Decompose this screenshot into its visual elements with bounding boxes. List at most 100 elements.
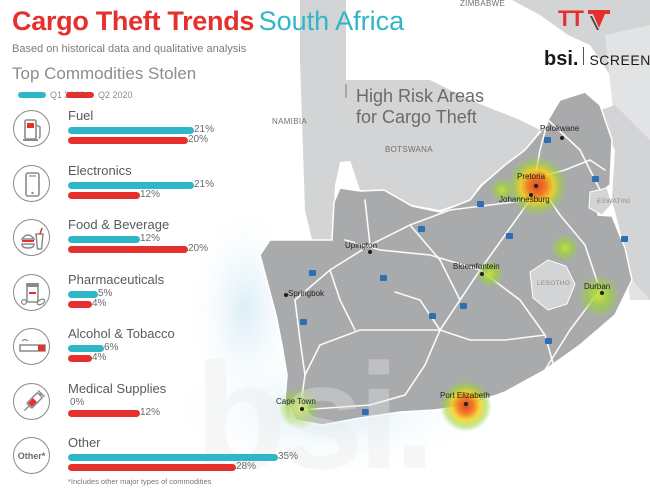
category-label: Food & Beverage — [68, 217, 170, 232]
city-dot-cape-town — [300, 407, 304, 411]
country-label-namibia: NAMIBIA — [272, 117, 307, 126]
hotspot-rustenburg — [490, 178, 514, 202]
title-region: South Africa — [258, 6, 405, 36]
smartphone-icon — [13, 164, 50, 202]
city-dot-upington — [368, 250, 372, 254]
botswana-area — [346, 80, 540, 210]
category-label: Medical Supplies — [68, 380, 167, 396]
value-label-q2: 4% — [92, 297, 107, 309]
east-border-area — [540, 105, 650, 300]
city-dot-port-elizabeth — [464, 402, 468, 406]
namibia-area — [300, 0, 360, 240]
chart-title: Top Commodities Stolen — [12, 64, 197, 83]
hotspot-bloemfontein — [476, 260, 504, 288]
bar-q1 — [68, 345, 104, 352]
bar-q2 — [68, 464, 236, 471]
country-label-zimbabwe: ZIMBABWE — [460, 0, 506, 8]
bar-q2 — [68, 355, 92, 362]
city-dot-polokwane — [560, 136, 564, 140]
city-polokwane: Polokwane — [540, 124, 580, 133]
value-label-q1: 21% — [194, 178, 215, 190]
tt-logo-text: TT — [558, 6, 584, 31]
bar-q2 — [68, 300, 92, 308]
country-label-lesotho: LESOTHO — [537, 280, 571, 287]
city-springbok: Springbok — [288, 289, 325, 298]
bar-q1 — [68, 127, 194, 134]
bar-q2 — [68, 246, 188, 253]
syringe-icon — [13, 382, 50, 420]
lesotho-shape — [529, 259, 576, 311]
city-bloemfontein: Bloemfontein — [453, 262, 500, 271]
page-subtitle: Based on historical data and qualitative… — [12, 43, 247, 55]
zimbabwe-area — [300, 0, 650, 140]
logo-divider — [583, 47, 585, 65]
map-title-line2: for Cargo Theft — [356, 107, 477, 127]
city-durban: Durban — [584, 282, 611, 291]
value-label-q1: 35% — [278, 451, 299, 462]
screen-logo-text: SCREEN — [589, 52, 650, 68]
category-label: Alcohol & Tobacco — [68, 326, 175, 341]
route-badges — [300, 137, 628, 415]
value-label-q1: 21% — [194, 124, 215, 135]
pills-icon — [13, 273, 50, 311]
tt-logo: TT — [558, 6, 612, 32]
bar-q1 — [68, 290, 98, 298]
map-title-line1: High Risk Areas — [356, 86, 485, 106]
hotspot-durban — [577, 274, 621, 318]
category-label: Pharmaceuticals — [68, 271, 165, 287]
legend-label-q2: Q2 2020 — [98, 90, 133, 100]
value-label-q2: 28% — [236, 461, 257, 472]
category-label: Electronics — [68, 162, 132, 178]
map-title: High Risk Areas for Cargo Theft — [356, 86, 484, 128]
tt-logo-mark-icon — [587, 10, 610, 30]
title-main: Cargo Theft Trends — [12, 6, 255, 36]
city-dot-pretoria — [534, 184, 538, 188]
value-label-q2: 12% — [140, 188, 161, 200]
value-label-q1: 6% — [104, 342, 119, 353]
city-pretoria: Pretoria — [517, 172, 546, 181]
page-title: Cargo Theft Trends South Africa — [12, 6, 404, 37]
city-dot-springbok — [284, 293, 288, 297]
bar-q2 — [68, 191, 140, 199]
city-johannesburg: Johannesburg — [499, 195, 550, 204]
value-label-q2: 12% — [140, 406, 161, 418]
value-label-q1: 0% — [70, 396, 85, 408]
eswatini-shape — [588, 187, 613, 216]
city-port-elizabeth: Port Elizabeth — [440, 391, 490, 400]
bsi-watermark: bsi. — [195, 332, 435, 490]
bar-q1 — [68, 454, 278, 461]
chart-footnote: *Includes other major types of commoditi… — [68, 477, 212, 486]
value-label-q1: 12% — [140, 233, 161, 244]
city-dot-durban — [600, 291, 604, 295]
bsi-logo-text: bsi. — [544, 48, 579, 70]
hotspot-port-elizabeth — [440, 380, 492, 432]
category-label: Fuel — [68, 108, 94, 123]
fuel-pump-icon — [13, 110, 50, 147]
city-upington: Upington — [345, 241, 378, 250]
cigarette-icon — [13, 328, 50, 365]
country-label-eswatini: ESWATINI — [597, 198, 631, 205]
value-label-q1: 5% — [98, 287, 113, 299]
hotspot-cape-town — [278, 387, 320, 429]
city-cape-town: Cape Town — [276, 397, 316, 406]
bsi-screen-logo: bsi. SCREEN — [544, 47, 650, 71]
bar-q1 — [68, 236, 140, 243]
legend-swatch-q2 — [66, 92, 94, 98]
bar-q2 — [68, 409, 140, 417]
city-dot-bloemfontein — [480, 272, 484, 276]
bar-q2 — [68, 137, 188, 144]
hotspot-harrismith — [551, 234, 579, 262]
bar-q1 — [68, 181, 194, 189]
country-label-botswana: BOTSWANA — [385, 145, 433, 154]
value-label-q2: 4% — [92, 352, 107, 363]
food-beverage-icon — [13, 219, 50, 256]
value-label-q2: 20% — [188, 134, 209, 145]
legend-swatch-q1 — [18, 92, 46, 98]
other-text-icon: Other* — [13, 437, 50, 474]
value-label-q2: 20% — [188, 243, 209, 254]
other-icon-text: Other* — [17, 450, 46, 461]
city-dot-johannesburg — [529, 193, 533, 197]
category-label: Other — [68, 435, 101, 450]
